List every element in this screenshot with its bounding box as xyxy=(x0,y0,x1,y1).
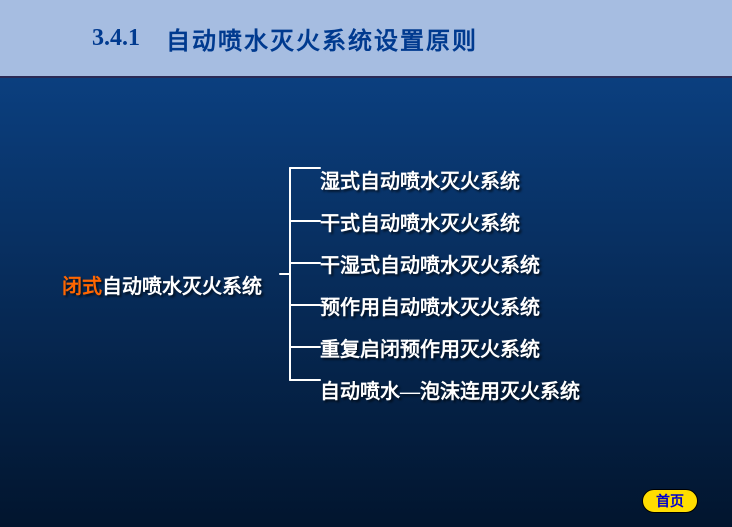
tree-root-rest: 自动喷水灭火系统 xyxy=(102,276,262,298)
tree-root-label: 闭式自动喷水灭火系统 xyxy=(62,270,262,299)
tree-child: 干湿式自动喷水灭火系统 xyxy=(320,242,580,284)
tree-child: 重复启闭预作用灭火系统 xyxy=(320,326,580,368)
section-title: 自动喷水灭火系统设置原则 xyxy=(166,21,478,56)
slide-body: 闭式自动喷水灭火系统 湿式自动喷水灭火系统干式自动喷水灭火系统干湿式自动喷水灭火… xyxy=(0,78,732,527)
slide: 3.4.1 自动喷水灭火系统设置原则 闭式自动喷水灭火系统 湿式自动喷水灭火系统… xyxy=(0,0,732,527)
tree-child: 自动喷水—泡沫连用灭火系统 xyxy=(320,368,580,410)
home-button-label: 首页 xyxy=(656,491,684,511)
tree-child: 湿式自动喷水灭火系统 xyxy=(320,158,580,200)
tree-children: 湿式自动喷水灭火系统干式自动喷水灭火系统干湿式自动喷水灭火系统预作用自动喷水灭火… xyxy=(320,158,580,410)
home-button[interactable]: 首页 xyxy=(642,489,698,513)
section-number: 3.4.1 xyxy=(92,25,140,52)
tree-child: 干式自动喷水灭火系统 xyxy=(320,200,580,242)
slide-header: 3.4.1 自动喷水灭火系统设置原则 xyxy=(0,0,732,76)
tree-child: 预作用自动喷水灭火系统 xyxy=(320,284,580,326)
tree-root-prefix: 闭式 xyxy=(62,276,102,298)
